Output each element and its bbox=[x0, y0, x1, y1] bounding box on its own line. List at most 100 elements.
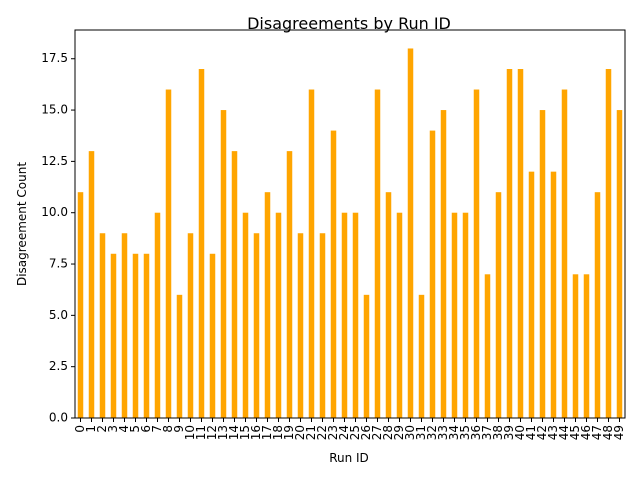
bar-run-20 bbox=[297, 233, 304, 418]
bar-run-19 bbox=[286, 151, 293, 418]
chart-title: Disagreements by Run ID bbox=[247, 14, 451, 33]
x-tick-label: 27 bbox=[370, 425, 384, 440]
x-tick-label: 20 bbox=[293, 425, 307, 440]
bar-run-5 bbox=[132, 253, 139, 418]
x-tick-label: 17 bbox=[260, 425, 274, 440]
x-tick-label: 37 bbox=[480, 425, 494, 440]
x-tick-label: 2 bbox=[95, 425, 109, 433]
x-tick-label: 43 bbox=[546, 425, 560, 440]
bar-run-24 bbox=[341, 212, 348, 418]
bar-run-35 bbox=[462, 212, 469, 418]
bar-run-26 bbox=[363, 294, 370, 418]
bar-run-40 bbox=[517, 69, 524, 418]
bar-run-29 bbox=[396, 212, 403, 418]
x-tick-label: 19 bbox=[282, 425, 296, 440]
x-tick-label: 5 bbox=[128, 425, 142, 433]
x-tick-label: 7 bbox=[150, 425, 164, 433]
y-axis: 0.0 2.5 5.0 7.5 10.0 12.5 15.0 17.5 bbox=[41, 51, 75, 425]
x-tick-label: 25 bbox=[348, 425, 362, 440]
bar-run-12 bbox=[209, 253, 216, 418]
plot-frame bbox=[74, 29, 626, 419]
bars-group bbox=[77, 48, 623, 418]
bar-run-44 bbox=[561, 89, 568, 418]
x-axis-label: Run ID bbox=[329, 451, 369, 465]
x-tick-label: 35 bbox=[458, 425, 472, 440]
y-tick-label: 15.0 bbox=[41, 103, 68, 117]
bar-run-9 bbox=[176, 294, 183, 418]
x-tick-label: 18 bbox=[271, 425, 285, 440]
x-tick-label: 23 bbox=[326, 425, 340, 440]
y-tick-label: 2.5 bbox=[49, 359, 68, 373]
x-tick-label: 32 bbox=[425, 425, 439, 440]
x-tick-label: 28 bbox=[381, 425, 395, 440]
x-tick-label: 12 bbox=[205, 425, 219, 440]
bar-run-33 bbox=[440, 110, 447, 418]
x-tick-label: 41 bbox=[524, 425, 538, 440]
bar-run-28 bbox=[385, 192, 392, 418]
x-tick-label: 14 bbox=[227, 425, 241, 440]
bar-run-43 bbox=[550, 171, 557, 418]
bar-run-1 bbox=[88, 151, 95, 418]
bar-run-23 bbox=[330, 130, 337, 418]
bar-run-11 bbox=[198, 69, 205, 418]
bar-run-47 bbox=[594, 192, 601, 418]
x-tick-label: 8 bbox=[161, 425, 175, 433]
x-tick-label: 13 bbox=[216, 425, 230, 440]
x-tick-label: 29 bbox=[392, 425, 406, 440]
x-tick-label: 34 bbox=[447, 425, 461, 440]
x-tick-label: 15 bbox=[238, 425, 252, 440]
bar-run-0 bbox=[77, 192, 84, 418]
x-tick-label: 24 bbox=[337, 425, 351, 440]
bar-run-22 bbox=[319, 233, 326, 418]
x-tick-label: 0 bbox=[73, 425, 87, 433]
x-tick-label: 10 bbox=[183, 425, 197, 440]
bar-run-39 bbox=[506, 69, 513, 418]
x-axis: 0123456789101112131415161718192021222324… bbox=[73, 418, 626, 440]
x-tick-label: 42 bbox=[535, 425, 549, 440]
x-tick-label: 44 bbox=[557, 425, 571, 440]
x-tick-label: 45 bbox=[568, 425, 582, 440]
bar-run-25 bbox=[352, 212, 359, 418]
bar-run-42 bbox=[539, 110, 546, 418]
x-tick-label: 31 bbox=[414, 425, 428, 440]
x-tick-label: 3 bbox=[106, 425, 120, 433]
bar-run-37 bbox=[484, 274, 491, 418]
x-tick-label: 46 bbox=[579, 425, 593, 440]
bar-run-46 bbox=[583, 274, 590, 418]
y-tick-label: 17.5 bbox=[41, 51, 68, 65]
x-tick-label: 38 bbox=[491, 425, 505, 440]
bar-run-36 bbox=[473, 89, 480, 418]
bar-run-15 bbox=[242, 212, 249, 418]
x-tick-label: 6 bbox=[139, 425, 153, 433]
bar-run-4 bbox=[121, 233, 128, 418]
x-tick-label: 11 bbox=[194, 425, 208, 440]
x-tick-label: 39 bbox=[502, 425, 516, 440]
x-tick-label: 16 bbox=[249, 425, 263, 440]
x-tick-label: 33 bbox=[436, 425, 450, 440]
bar-run-21 bbox=[308, 89, 315, 418]
x-tick-label: 9 bbox=[172, 425, 186, 433]
bar-run-34 bbox=[451, 212, 458, 418]
bar-run-27 bbox=[374, 89, 381, 418]
y-tick-label: 0.0 bbox=[49, 411, 68, 425]
bar-run-6 bbox=[143, 253, 150, 418]
bar-run-32 bbox=[429, 130, 436, 418]
bar-run-7 bbox=[154, 212, 161, 418]
x-tick-label: 21 bbox=[304, 425, 318, 440]
x-tick-label: 36 bbox=[469, 425, 483, 440]
x-tick-label: 40 bbox=[513, 425, 527, 440]
bar-run-2 bbox=[99, 233, 106, 418]
y-tick-label: 5.0 bbox=[49, 308, 68, 322]
x-tick-label: 26 bbox=[359, 425, 373, 440]
bar-run-17 bbox=[264, 192, 271, 418]
bar-run-8 bbox=[165, 89, 172, 418]
y-tick-label: 7.5 bbox=[49, 257, 68, 271]
bar-run-13 bbox=[220, 110, 227, 418]
x-tick-label: 30 bbox=[403, 425, 417, 440]
y-tick-label: 10.0 bbox=[41, 205, 68, 219]
bar-run-10 bbox=[187, 233, 194, 418]
bar-run-3 bbox=[110, 253, 117, 418]
x-tick-label: 1 bbox=[84, 425, 98, 433]
bar-run-48 bbox=[605, 69, 612, 418]
